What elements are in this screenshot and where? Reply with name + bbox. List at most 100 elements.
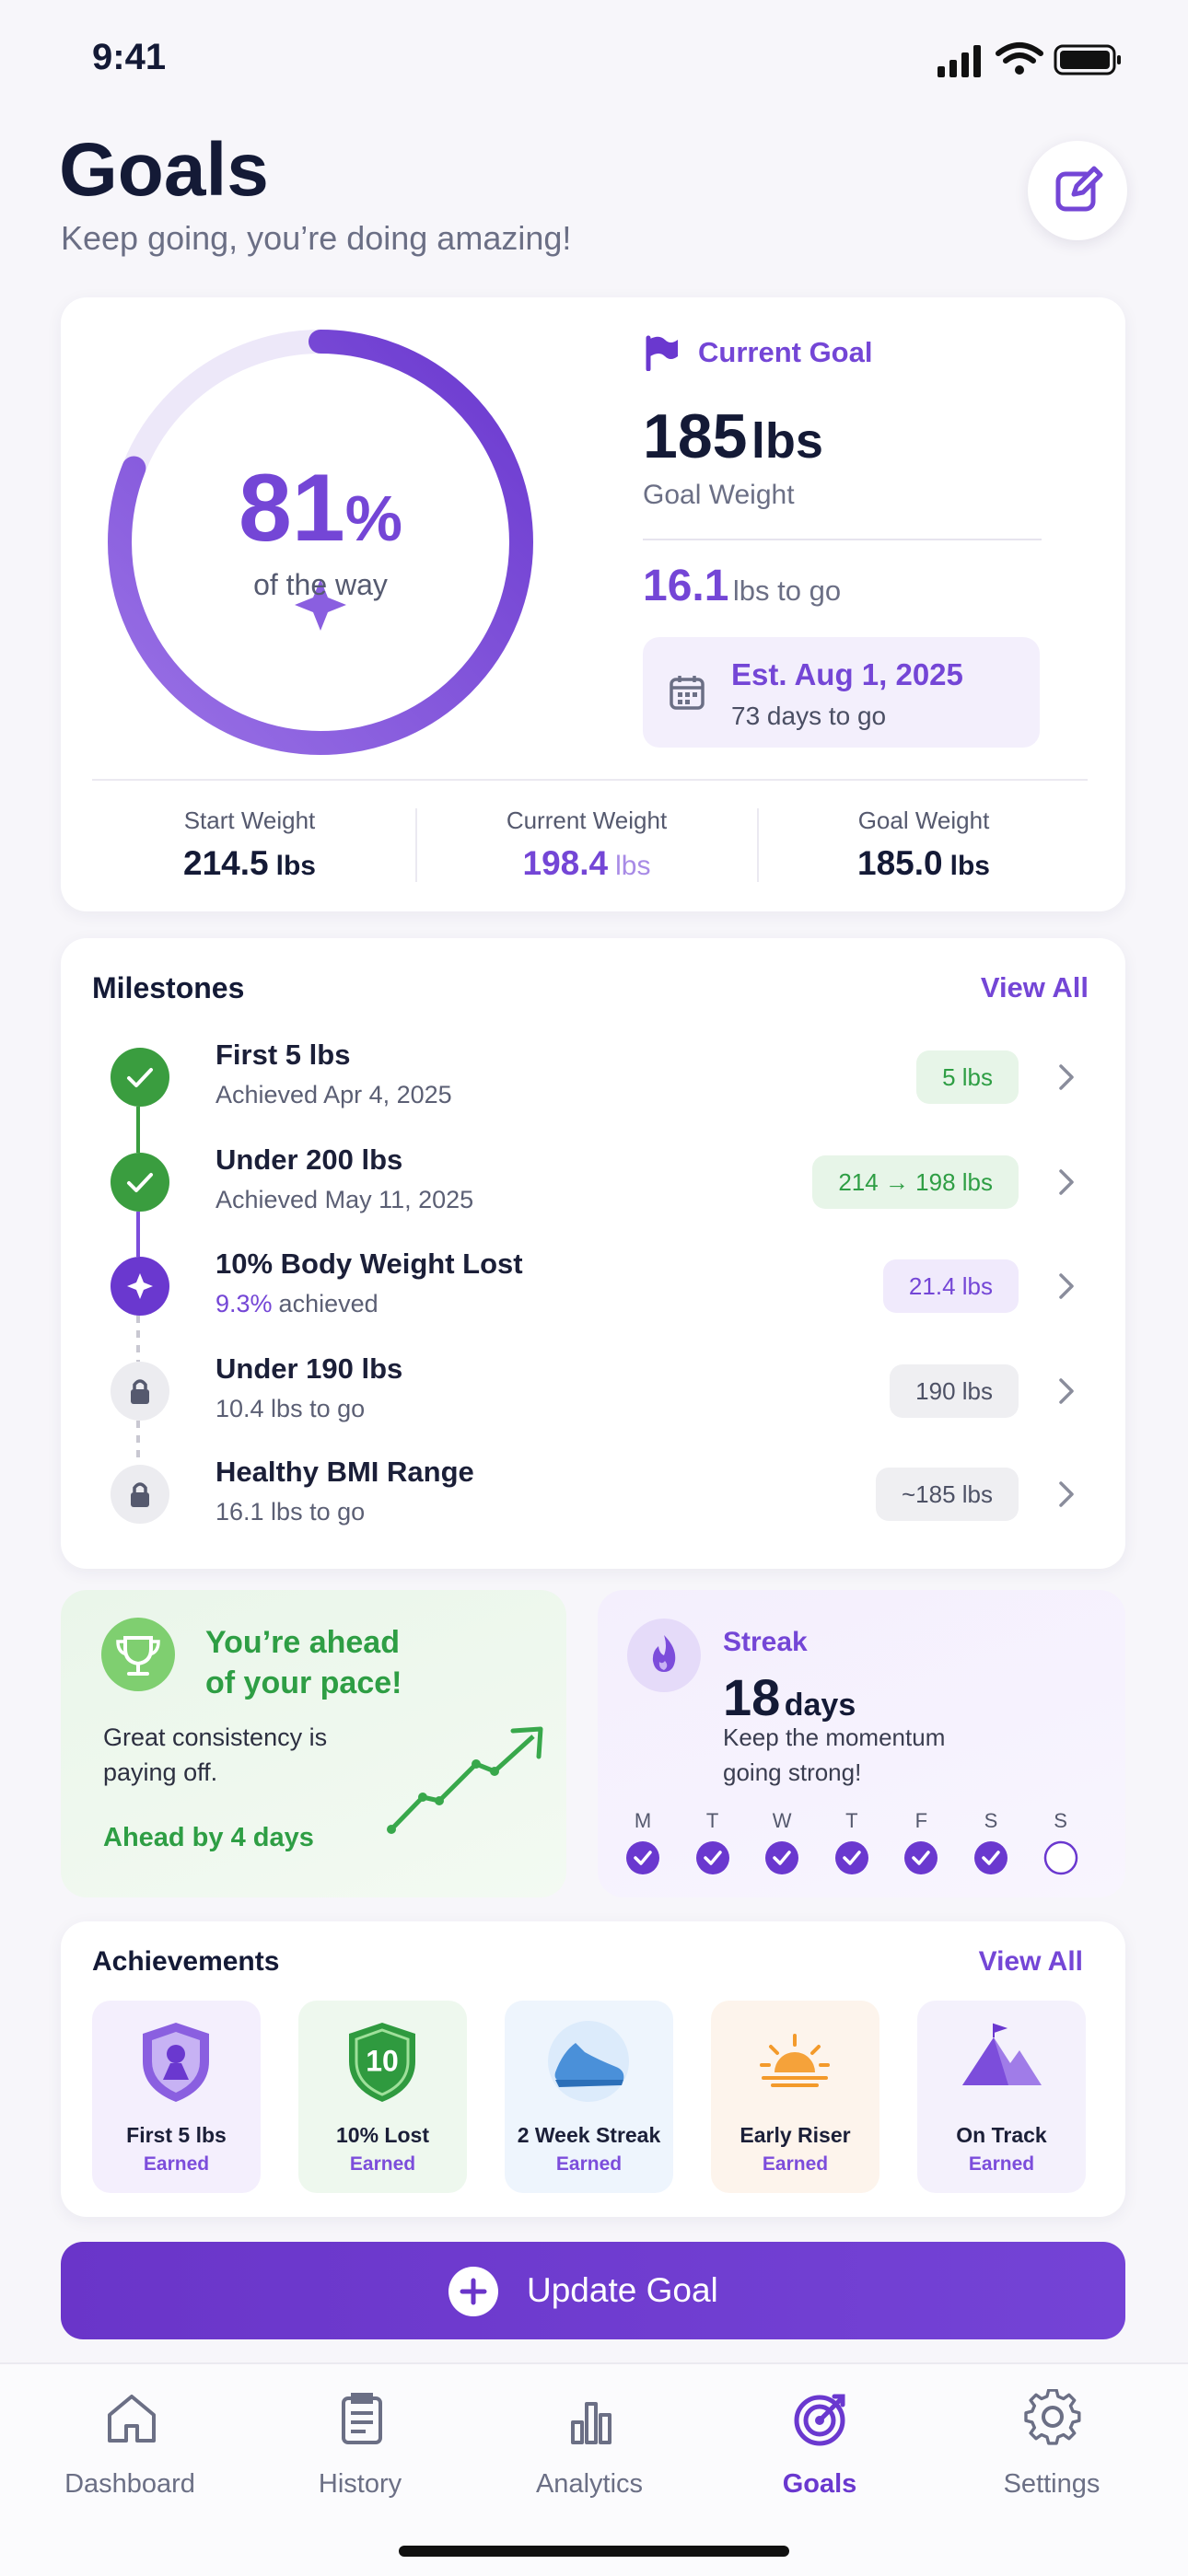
view-all-link[interactable]: View All xyxy=(978,1946,1083,1977)
stat-number: 214.5 xyxy=(183,844,269,882)
day-done xyxy=(904,1841,938,1874)
tab-item[interactable]: Dashboard xyxy=(29,2383,231,2521)
flag xyxy=(993,2023,1008,2037)
stat-number: 198.4 xyxy=(522,844,609,882)
tab-label: Settings xyxy=(1003,2469,1101,2499)
chevron xyxy=(1059,1169,1074,1195)
day-done xyxy=(626,1841,659,1874)
detail-text: Achieved Apr 4, 2025 xyxy=(215,1081,452,1108)
estimate-box: Est. Aug 1, 2025 73 days to go xyxy=(643,637,1040,748)
milestone-status-icon xyxy=(111,1362,169,1421)
achievement-tile[interactable]: First 5 lbs Earned xyxy=(92,2001,261,2193)
achievement-tile[interactable]: Early Riser Earned xyxy=(711,2001,879,2193)
check-mark xyxy=(703,1851,722,1865)
achievement-name: On Track xyxy=(956,2123,1047,2147)
chevron-icon xyxy=(1059,1273,1074,1299)
detail-text: 16.1 lbs to go xyxy=(215,1498,366,1526)
goal-summary-card: 81% of the way Current Goal 185 lbs Goal… xyxy=(61,297,1125,911)
milestone-detail: 16.1 lbs to go xyxy=(215,1498,365,1526)
sparkle xyxy=(127,1273,153,1299)
to-go-value: 16.1 xyxy=(643,562,729,610)
pace-title: of your pace! xyxy=(205,1665,402,1700)
sparkle-icon xyxy=(295,579,346,631)
day-done xyxy=(974,1841,1007,1874)
achievement-icon xyxy=(548,2021,629,2102)
arrow xyxy=(817,2394,845,2423)
tab-bar: Dashboard History Analytics Goals Settings xyxy=(0,2362,1188,2576)
lock-shackle xyxy=(133,1482,147,1492)
milestone-badge: 5 lbs xyxy=(916,1050,1019,1104)
status-icons xyxy=(938,42,1121,77)
achievements-card: Achievements View All First 5 lbs Earned 1… xyxy=(61,1921,1125,2217)
sole xyxy=(555,2080,623,2087)
target-outer xyxy=(794,2395,845,2446)
milestone-detail: 10.4 lbs to go xyxy=(215,1395,365,1423)
tab-item[interactable]: Settings xyxy=(950,2383,1153,2521)
check-mark xyxy=(843,1851,861,1865)
update-goal-button[interactable]: Update Goal xyxy=(61,2242,1125,2339)
milestone-badge: 190 lbs xyxy=(890,1364,1019,1418)
section-title: Achievements xyxy=(92,1946,280,1977)
streak-count-unit: days xyxy=(784,1688,856,1723)
section-title: Milestones xyxy=(92,971,245,1004)
achievement-tile[interactable]: 10 10% Lost Earned xyxy=(298,2001,467,2193)
page-subtitle: Keep going, you’re doing amazing! xyxy=(61,219,572,257)
chevron-icon xyxy=(1059,1378,1074,1404)
chevron-icon xyxy=(1059,1169,1074,1195)
lock-body xyxy=(131,1492,149,1507)
milestone-title: First 5 lbs xyxy=(215,1039,351,1071)
achievement-tile[interactable]: 2 Week Streak Earned xyxy=(505,2001,673,2193)
edit-icon xyxy=(1055,166,1103,212)
check-mark xyxy=(127,1173,153,1192)
button-label: Update Goal xyxy=(527,2271,718,2309)
status-circle xyxy=(111,1048,169,1107)
milestones-card: Milestones View All First 5 lbs Achieved … xyxy=(61,938,1125,1569)
day-status xyxy=(695,1841,729,1874)
tab-item[interactable]: History xyxy=(259,2383,461,2521)
check-mark xyxy=(982,1851,1000,1865)
achievement-status: Earned xyxy=(555,2153,623,2175)
clipboard xyxy=(342,2396,382,2444)
home-indicator xyxy=(399,2546,789,2557)
stat-number: 185.0 xyxy=(857,844,943,882)
milestone-status-icon xyxy=(111,1153,169,1212)
chevron xyxy=(1059,1378,1074,1404)
view-all-link[interactable]: View All xyxy=(980,971,1089,1004)
milestone-detail: Achieved May 11, 2025 xyxy=(215,1186,473,1214)
stat-unit: lbs xyxy=(949,851,990,881)
estimate-date: Est. Aug 1, 2025 xyxy=(731,657,963,691)
divider xyxy=(643,539,1042,540)
weekday-label: S xyxy=(984,1809,998,1832)
chevron-icon xyxy=(1059,1064,1074,1090)
lock-body xyxy=(131,1389,149,1404)
achievement-icon xyxy=(760,2034,830,2087)
achievement-tile[interactable]: On Track Earned xyxy=(917,2001,1086,2193)
edit-button[interactable] xyxy=(1028,141,1127,240)
shield-inner xyxy=(355,2028,410,2096)
trophy-icon xyxy=(101,1618,175,1691)
day-status xyxy=(904,1841,938,1874)
milestone-badge: 214 → 198 lbs xyxy=(812,1155,1019,1209)
tab-icon xyxy=(794,2394,845,2446)
tab-icon xyxy=(108,2395,156,2443)
tab-icon xyxy=(1024,2389,1081,2445)
achievement-status: Earned xyxy=(968,2153,1035,2175)
streak-count-value: 18 xyxy=(723,1668,781,1726)
streak-body: going strong! xyxy=(723,1758,862,1786)
streak-label: Streak xyxy=(723,1627,808,1657)
achievement-name: Early Riser xyxy=(740,2123,851,2147)
detail-text: 10.4 lbs to go xyxy=(215,1395,366,1422)
figure-body xyxy=(163,2063,189,2080)
tab-item[interactable]: Goals xyxy=(718,2383,921,2521)
icon-text: 10 xyxy=(366,2044,399,2077)
milestone-detail: Achieved Apr 4, 2025 xyxy=(215,1081,452,1109)
day-done xyxy=(765,1841,799,1874)
achievement-icon: 10 xyxy=(349,2023,415,2102)
lock-shackle xyxy=(133,1379,147,1389)
flag-icon xyxy=(646,335,678,371)
tab-item[interactable]: Analytics xyxy=(488,2383,691,2521)
stat-unit: lbs xyxy=(275,851,316,881)
stat-value: 185.0 lbs xyxy=(758,844,1089,883)
tab-label: Goals xyxy=(782,2469,857,2499)
pace-title: You’re ahead xyxy=(205,1625,400,1660)
